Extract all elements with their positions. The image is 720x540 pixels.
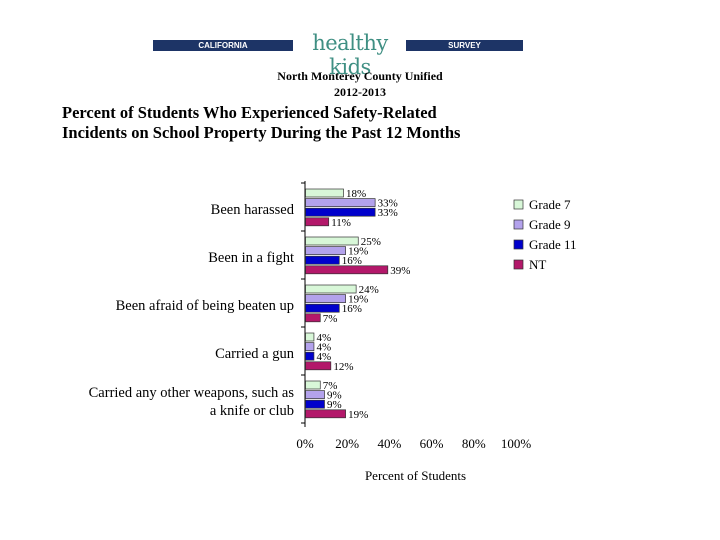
- bar-value-label: 4%: [316, 332, 331, 344]
- category-label: Been in a fight: [208, 250, 294, 266]
- bar-value-label: 16%: [342, 303, 362, 315]
- bar-value-label: 16%: [342, 255, 362, 267]
- x-tick-label: 100%: [501, 436, 532, 451]
- survey-year: 2012-2013: [334, 85, 386, 99]
- banner-right-bar: SURVEY: [406, 40, 523, 51]
- bar-value-label: 9%: [327, 390, 342, 402]
- x-tick-label: 0%: [296, 436, 314, 451]
- bar-nt: [305, 217, 330, 227]
- bar-value-label: 39%: [390, 265, 410, 277]
- bar-grade7: [305, 284, 357, 294]
- bar-nt: [305, 361, 332, 371]
- bar-grade7: [305, 380, 321, 390]
- bar-value-label: 19%: [348, 246, 368, 258]
- bar-value-label: 7%: [323, 380, 338, 392]
- bar-value-label: 25%: [361, 236, 381, 248]
- x-tick-label: 60%: [420, 436, 444, 451]
- bar-grade11: [305, 303, 340, 313]
- bar-value-label: 7%: [323, 313, 338, 325]
- bar-grade11: [305, 255, 340, 265]
- chart-title-line: Incidents on School Property During the …: [62, 123, 461, 142]
- bar-nt: [305, 265, 389, 275]
- bar-grade11: [305, 351, 315, 361]
- legend-swatch-grade11: [513, 239, 524, 250]
- category-label: Carried a gun: [215, 346, 295, 362]
- category-label: Been harassed: [211, 202, 295, 218]
- x-axis-label: Percent of Students: [365, 468, 466, 483]
- legend-swatch-nt: [513, 259, 524, 270]
- bar-value-label: 19%: [348, 294, 368, 306]
- bar-value-label: 4%: [316, 342, 331, 354]
- x-tick-label: 20%: [335, 436, 359, 451]
- legend-swatch-grade9: [513, 219, 524, 230]
- category-label: a knife or club: [210, 403, 294, 419]
- chart-title-line: Percent of Students Who Experienced Safe…: [62, 103, 437, 122]
- legend-label: Grade 7: [529, 197, 571, 212]
- bar-grade9: [305, 246, 346, 255]
- bar-value-label: 33%: [378, 207, 398, 219]
- bar-grade7: [305, 236, 359, 246]
- bar-value-label: 19%: [348, 409, 368, 421]
- category-label: Carried any other weapons, such as: [89, 385, 295, 401]
- bar-value-label: 9%: [327, 399, 342, 411]
- bar-value-label: 11%: [331, 217, 351, 229]
- legend-swatch-grade7: [513, 199, 524, 210]
- bar-value-label: 12%: [333, 361, 353, 373]
- bar-value-label: 24%: [359, 284, 379, 296]
- bar-nt: [305, 313, 321, 323]
- healthy-kids-logo: healthy kids: [312, 31, 388, 79]
- x-tick-label: 80%: [462, 436, 486, 451]
- bar-grade7: [305, 332, 315, 342]
- bar-value-label: 4%: [316, 351, 331, 363]
- banner-right-text: SURVEY: [448, 41, 481, 50]
- bar-grade11: [305, 207, 376, 217]
- banner-left-text: CALIFORNIA: [198, 41, 248, 50]
- bar-value-label: 18%: [346, 188, 366, 200]
- bar-grade7: [305, 188, 344, 198]
- bar-nt: [305, 409, 346, 419]
- bar-value-label: 33%: [378, 198, 398, 210]
- bar-grade9: [305, 198, 376, 207]
- legend-label: NT: [529, 257, 546, 272]
- category-label: Been afraid of being beaten up: [116, 298, 294, 314]
- bar-grade11: [305, 399, 325, 409]
- chart-title: Percent of Students Who Experienced Safe…: [62, 103, 562, 143]
- bar-grade9: [305, 342, 315, 351]
- banner-left-bar: CALIFORNIA: [153, 40, 293, 51]
- x-tick-label: 40%: [377, 436, 401, 451]
- district-name: North Monterey County Unified: [277, 69, 443, 83]
- bar-grade9: [305, 294, 346, 303]
- legend-label: Grade 9: [529, 217, 571, 232]
- chks-banner: CALIFORNIA healthy kids SURVEY: [153, 31, 523, 79]
- legend-label: Grade 11: [529, 237, 577, 252]
- bar-grade9: [305, 390, 325, 399]
